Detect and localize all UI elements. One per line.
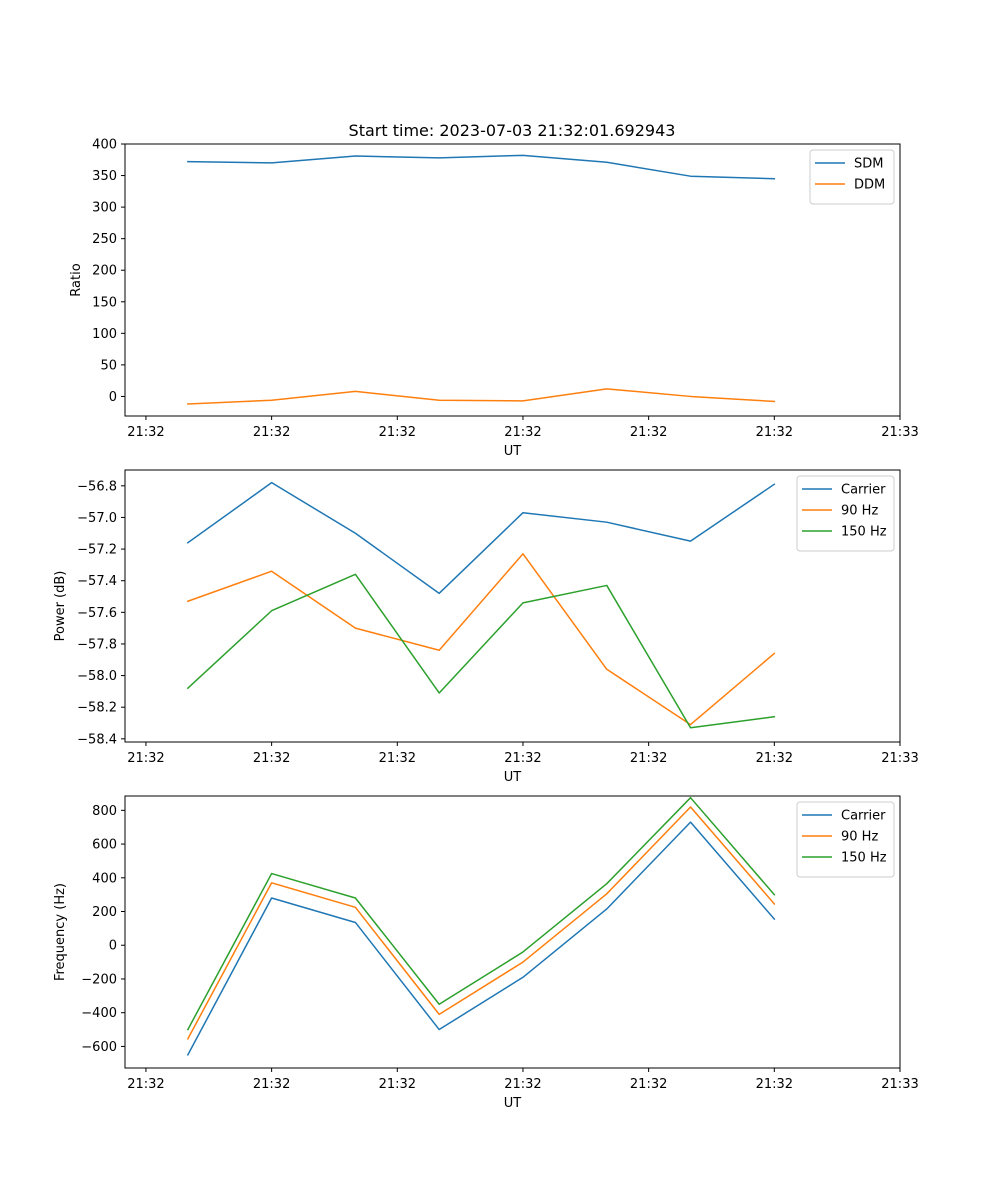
frequency-series-90-hz-line: [186, 806, 776, 1040]
frequency-y-tick-label: −200: [81, 972, 117, 987]
power-x-tick-label: 21:32: [630, 751, 667, 766]
power-panel: −58.4 −58.2 −58.0 −57.8 −57.6 −57.4 −57.2 −57.0…: [53, 469, 919, 785]
figure-title: Start time: 2023-07-03 21:32:01.692943: [349, 121, 676, 140]
power-x-tick-label: 21:32: [504, 751, 541, 766]
frequency-y-tick-label: −400: [81, 1006, 117, 1021]
frequency-series-carrier-line: [186, 821, 776, 1056]
ratio-legend-label-ddm: DDM: [854, 178, 885, 193]
ratio-y-tick-label: 200: [92, 264, 117, 279]
ratio-series-sdm-line: [187, 154, 776, 180]
power-series-carrier-line: [186, 481, 776, 595]
ratio-y-tick-label: 150: [92, 295, 117, 310]
frequency-x-tick-label: 21:32: [630, 1077, 667, 1092]
power-y-tick-label: −58.2: [77, 701, 117, 716]
frequency-legend-label-90-hz: 90 Hz: [841, 830, 878, 845]
power-x-tick-label: 21:32: [253, 751, 290, 766]
ratio-x-tick-label: 21:32: [127, 425, 164, 440]
frequency-x-tick-label: 21:32: [379, 1077, 416, 1092]
ratio-y-axis-label: Ratio: [69, 263, 84, 296]
ratio-x-tick-label: 21:32: [253, 425, 290, 440]
ratio-y-tick-label: 0: [109, 390, 117, 405]
frequency-series-150-hz-line: [186, 796, 776, 1031]
power-y-tick-label: −57.6: [77, 606, 117, 621]
frequency-legend-box: [796, 801, 895, 878]
power-y-tick-label: −56.8: [77, 479, 117, 494]
frequency-legend-label-150-hz: 150 Hz: [841, 851, 887, 866]
power-x-tick-label: 21:33: [881, 751, 918, 766]
ratio-x-tick-label: 21:32: [756, 425, 793, 440]
power-x-tick-label: 21:32: [379, 751, 416, 766]
power-legend-box: [796, 475, 895, 552]
frequency-axes-frame: [124, 795, 901, 1069]
power-legend-label-carrier: Carrier: [841, 483, 886, 498]
power-y-tick-label: −57.0: [77, 511, 117, 526]
ratio-panel: 0 50 100 150 200 250 300 350 400 21:32 21:32 21:32 2…: [69, 138, 919, 460]
frequency-y-tick-label: 200: [92, 905, 117, 920]
power-series-150-hz-line: [186, 573, 776, 729]
frequency-x-tick-label: 21:32: [504, 1077, 541, 1092]
power-y-tick-label: −58.4: [77, 732, 117, 747]
frequency-y-tick-label: 800: [92, 804, 117, 819]
power-y-tick-label: −57.2: [77, 543, 117, 558]
frequency-y-tick-label: 0: [109, 939, 117, 954]
ratio-y-tick-label: 50: [100, 358, 117, 373]
frequency-legend-label-carrier: Carrier: [841, 809, 886, 824]
frequency-y-tick-label: 400: [92, 871, 117, 886]
ratio-y-tick-label: 250: [92, 232, 117, 247]
ratio-y-tick-label: 100: [92, 327, 117, 342]
power-x-tick-label: 21:32: [127, 751, 164, 766]
ratio-y-tick-label: 300: [92, 201, 117, 216]
frequency-x-tick-label: 21:32: [253, 1077, 290, 1092]
power-y-tick-label: −57.4: [77, 574, 117, 589]
power-x-tick-label: 21:32: [756, 751, 793, 766]
power-y-axis-label: Power (dB): [53, 571, 68, 642]
ratio-y-tick-label: 350: [92, 169, 117, 184]
ratio-x-tick-label: 21:32: [379, 425, 416, 440]
frequency-x-tick-label: 21:33: [881, 1077, 918, 1092]
ratio-x-tick-label: 21:32: [504, 425, 541, 440]
ratio-legend-label-sdm: SDM: [854, 157, 883, 172]
ratio-y-tick-label: 400: [92, 138, 117, 153]
ratio-series-ddm-line: [187, 388, 776, 405]
frequency-y-tick-label: 600: [92, 838, 117, 853]
power-series-90-hz-line: [186, 553, 776, 726]
frequency-x-tick-label: 21:32: [756, 1077, 793, 1092]
frequency-y-axis-label: Frequency (Hz): [53, 883, 68, 981]
power-y-tick-label: −58.0: [77, 669, 117, 684]
frequency-y-tick-label: −600: [81, 1040, 117, 1055]
ratio-x-tick-label: 21:33: [881, 425, 918, 440]
frequency-x-axis-label: UT: [504, 1096, 522, 1111]
ratio-axes-frame: [124, 143, 901, 417]
power-axes-frame: [124, 469, 901, 743]
frequency-panel: −600 −400 −200 0 200 400 600 800 21:32 21:32 21:32…: [53, 795, 919, 1111]
power-x-axis-label: UT: [504, 770, 522, 785]
ratio-x-tick-label: 21:32: [630, 425, 667, 440]
power-legend-label-150-hz: 150 Hz: [841, 525, 887, 540]
power-legend-label-90-hz: 90 Hz: [841, 504, 878, 519]
frequency-x-tick-label: 21:32: [127, 1077, 164, 1092]
power-y-tick-label: −57.8: [77, 637, 117, 652]
ratio-x-axis-label: UT: [504, 444, 522, 459]
